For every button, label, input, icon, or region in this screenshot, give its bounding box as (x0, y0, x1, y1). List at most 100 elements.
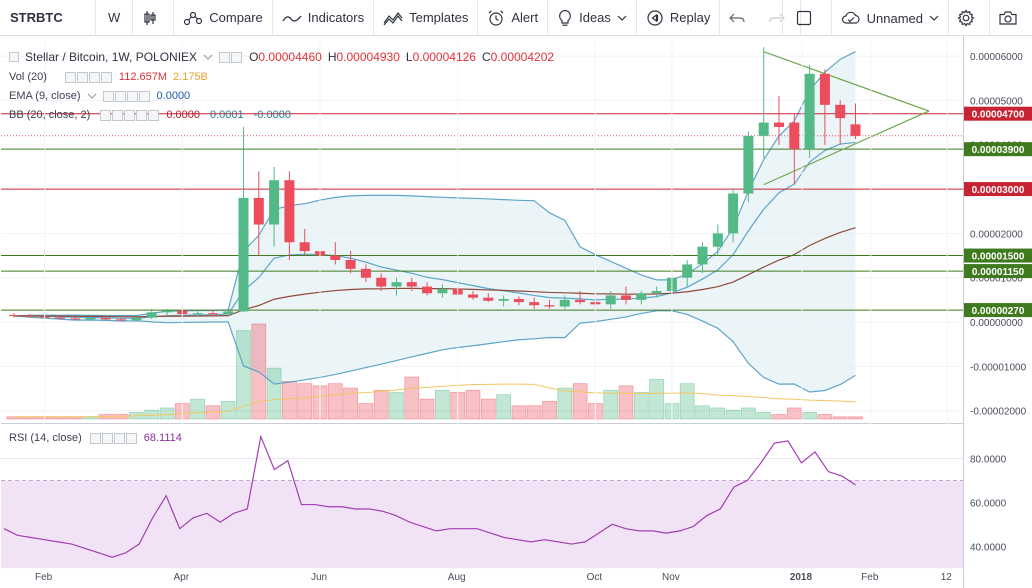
candle-body (131, 317, 142, 321)
chevron-down-icon[interactable] (203, 53, 213, 61)
price-level-tag-label: 0.00001500 (972, 252, 1025, 263)
chevron-down-icon (929, 15, 939, 21)
alert-label: Alert (511, 10, 539, 25)
volume-bar (618, 385, 634, 420)
volume-bar (695, 405, 710, 420)
candle-body (330, 255, 341, 260)
templates-label: Templates (409, 10, 469, 25)
candle-body (575, 299, 586, 303)
high-value: 0.00004930 (336, 50, 400, 64)
rsi-tick-label: 60.0000 (970, 498, 1007, 509)
candles-icon (144, 10, 156, 25)
bb-lower-value: -0.0000 (253, 109, 291, 121)
volume-bar (389, 392, 404, 420)
close-label: C (481, 50, 491, 64)
price-tick-label: 0.00005000 (970, 96, 1023, 107)
candle-body (789, 122, 800, 150)
undo-icon (729, 13, 745, 22)
rsi-chart[interactable]: 80.0000 60.0000 40.0000 (1, 426, 1032, 569)
price-level-tag-label: 0.00001150 (972, 267, 1025, 278)
time-axis[interactable]: Feb Apr Jun Aug Oct Nov 2018 Feb 12 (0, 566, 1032, 588)
triangle-upper-trendline (763, 51, 930, 112)
settings-button[interactable] (949, 0, 990, 36)
open-value: 0.00004460 (258, 50, 322, 64)
price-pane[interactable]: 0.000060000.000050000.000040000.00003000… (1, 41, 1032, 424)
candle-body (605, 295, 616, 305)
volume-bar (572, 383, 588, 420)
candle-body (743, 135, 754, 194)
candle-body (758, 122, 769, 136)
volume-bar (236, 330, 251, 420)
alert-button[interactable]: Alert (478, 0, 549, 36)
volume-bar (756, 411, 772, 420)
collapse-legend-button[interactable] (9, 52, 20, 62)
price-tick-label: 0.00006000 (970, 52, 1023, 63)
volume-bar (343, 387, 359, 420)
price-level-tag-label: 0.00000270 (972, 306, 1025, 317)
rsi-controls[interactable] (89, 432, 138, 444)
rsi-value: 68.1114 (143, 432, 182, 444)
price-chart[interactable]: 0.000060000.000050000.000040000.00003000… (1, 41, 1032, 424)
compare-button[interactable]: Compare (174, 0, 273, 36)
volume-bar (771, 414, 787, 420)
lightbulb-icon (559, 9, 572, 26)
candle-body (238, 197, 249, 312)
candle-body (712, 233, 723, 247)
series-controls[interactable] (219, 51, 243, 63)
templates-button[interactable]: Templates (374, 0, 479, 36)
fullscreen-button[interactable] (781, 0, 832, 36)
indicators-icon (282, 15, 302, 22)
indicators-button[interactable]: Indicators (273, 0, 375, 36)
chevron-down-icon (617, 15, 627, 21)
gear-icon (957, 9, 975, 27)
layout-menu-button[interactable]: Unnamed (832, 0, 949, 36)
undo-button[interactable] (720, 0, 760, 36)
snapshot-button[interactable] (990, 0, 1032, 36)
candle-body (406, 282, 417, 287)
price-level-tag-label: 0.00003900 (972, 145, 1025, 156)
bollinger-band-fill (14, 51, 856, 393)
square-icon (796, 10, 811, 26)
candle-body (697, 246, 708, 265)
compare-label: Compare (209, 10, 263, 25)
symbol-search[interactable]: STRBTC (0, 0, 96, 36)
time-tick-label: Apr (174, 572, 190, 583)
candle-body (819, 73, 830, 105)
price-level-tag (964, 248, 1032, 263)
rsi-pane[interactable]: 80.0000 60.0000 40.0000 RSI (14, close) 68… (1, 426, 1007, 569)
volume-bar (266, 367, 282, 420)
time-tick-label: 2018 (790, 572, 813, 583)
time-tick-label: Nov (662, 572, 680, 583)
candle-body (253, 197, 264, 225)
candle-body (835, 104, 846, 119)
replay-icon (647, 9, 663, 26)
volume-bar (281, 381, 297, 420)
candle-body (24, 315, 35, 317)
volume-bar (848, 416, 863, 420)
candle-body (544, 305, 555, 307)
volume-bar (817, 414, 833, 420)
volume-bar (327, 383, 343, 420)
volume-controls[interactable] (64, 71, 113, 83)
interval-button[interactable]: W (96, 0, 134, 36)
bb-controls[interactable] (100, 109, 160, 121)
ideas-button[interactable]: Ideas (548, 0, 637, 36)
replay-button[interactable]: Replay (637, 0, 721, 36)
rsi-line (3, 434, 856, 558)
candle-body (498, 298, 509, 301)
chart-type-button[interactable] (133, 0, 175, 36)
volume-bar (679, 383, 695, 420)
candle-body (345, 259, 356, 269)
ema-controls[interactable] (102, 90, 151, 102)
volume-bar (603, 389, 619, 420)
candle-body (162, 310, 172, 313)
chevron-down-icon[interactable] (87, 92, 97, 100)
time-tick-label: Aug (448, 572, 466, 583)
price-tick-label: -0.00002000 (970, 407, 1027, 418)
price-tick-label: 0.00001000 (970, 274, 1023, 285)
symbol-label: STRBTC (10, 10, 63, 25)
time-tick-label: Jun (311, 572, 327, 583)
candle-body (223, 311, 234, 315)
rsi-tick-label: 80.0000 (970, 455, 1007, 466)
